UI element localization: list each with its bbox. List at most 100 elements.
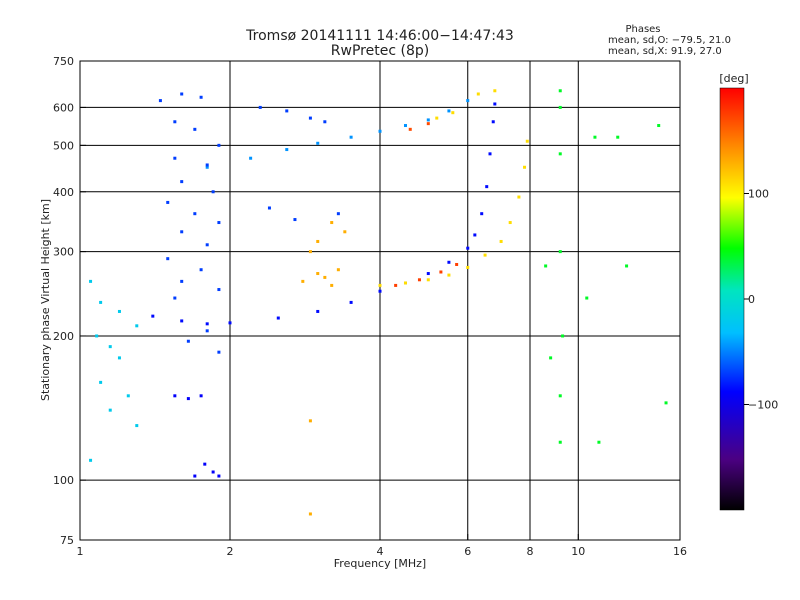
y-tick-label: 100	[53, 474, 74, 487]
data-point	[89, 458, 93, 462]
data-point	[523, 165, 527, 169]
data-point	[480, 212, 484, 216]
data-point	[308, 250, 312, 254]
data-point	[485, 185, 489, 189]
x-tick-label: 8	[527, 545, 534, 558]
data-point	[95, 334, 99, 338]
data-point	[180, 92, 184, 96]
data-point	[616, 135, 620, 139]
data-point	[466, 265, 470, 269]
data-point	[657, 124, 661, 128]
data-point	[211, 190, 215, 194]
data-point	[330, 283, 334, 287]
data-point	[135, 424, 139, 428]
data-point	[217, 474, 221, 478]
data-point	[173, 120, 177, 124]
data-point	[308, 512, 312, 516]
data-point	[166, 200, 170, 204]
data-point	[173, 394, 177, 398]
data-point	[301, 279, 305, 283]
data-point	[99, 380, 103, 384]
data-point	[447, 260, 451, 264]
data-point	[180, 230, 184, 234]
colorbar-tick-label: 0	[748, 293, 755, 306]
data-point	[108, 408, 112, 412]
chart-title: Tromsø 20141111 14:46:00−14:47:43	[245, 28, 514, 44]
data-point	[488, 152, 492, 156]
colorbar-tick-label: 100	[748, 188, 769, 201]
data-point	[203, 462, 207, 466]
data-point	[217, 221, 221, 225]
chart-subtitle: RwPretec (8p)	[331, 43, 429, 59]
data-point	[108, 345, 112, 349]
data-point	[199, 394, 203, 398]
y-tick-label: 500	[53, 139, 74, 152]
y-tick-label: 300	[53, 246, 74, 259]
data-point	[186, 339, 190, 343]
data-point	[483, 253, 487, 257]
data-point	[180, 180, 184, 184]
data-point	[217, 288, 221, 292]
data-point	[417, 278, 421, 282]
x-tick-label: 4	[377, 545, 384, 558]
y-axis-label: Stationary phase Virtual Height [km]	[39, 199, 52, 401]
data-point	[323, 120, 327, 124]
data-point	[205, 165, 209, 169]
y-tick-label: 600	[53, 101, 74, 114]
colorbar-tick-label: −100	[748, 399, 778, 412]
data-point	[117, 309, 121, 313]
data-point	[126, 394, 130, 398]
data-point	[217, 350, 221, 354]
data-point	[193, 212, 197, 216]
stats-line-o: mean, sd,O: −79.5, 21.0	[608, 35, 731, 46]
data-point	[323, 275, 327, 279]
data-point	[597, 440, 601, 444]
data-point	[193, 474, 197, 478]
data-point	[336, 212, 340, 216]
data-point	[558, 105, 562, 109]
data-point	[135, 324, 139, 328]
data-point	[330, 221, 334, 225]
data-point	[99, 300, 103, 304]
data-point	[558, 250, 562, 254]
data-point	[316, 141, 320, 145]
data-point	[276, 316, 280, 320]
data-point	[343, 230, 347, 234]
data-points	[89, 89, 668, 516]
data-point	[205, 163, 209, 167]
data-point	[447, 109, 451, 113]
data-point	[491, 120, 495, 124]
data-point	[439, 270, 443, 274]
data-point	[558, 440, 562, 444]
data-point	[394, 283, 398, 287]
data-point	[186, 397, 190, 401]
data-point	[199, 95, 203, 99]
x-tick-label: 16	[673, 545, 687, 558]
data-point	[426, 272, 430, 276]
data-point	[267, 206, 271, 210]
data-point	[558, 394, 562, 398]
data-point	[517, 195, 521, 199]
data-point	[205, 243, 209, 247]
data-point	[544, 264, 548, 268]
data-point	[625, 264, 629, 268]
data-point	[336, 268, 340, 272]
data-point	[549, 356, 553, 360]
data-point	[426, 122, 430, 126]
data-point	[561, 334, 565, 338]
data-point	[473, 233, 477, 237]
data-point	[466, 99, 470, 103]
x-axis-label: Frequency [MHz]	[334, 557, 426, 570]
data-point	[293, 218, 297, 222]
x-tick-label: 2	[227, 545, 234, 558]
data-point	[151, 314, 155, 318]
y-tick-label: 400	[53, 186, 74, 199]
y-tick-label: 750	[53, 55, 74, 68]
data-point	[435, 116, 439, 120]
data-point	[447, 273, 451, 277]
data-point	[258, 105, 262, 109]
data-point	[378, 129, 382, 133]
data-point	[285, 148, 289, 152]
colorbar-ticks: 100 0 −100	[744, 188, 778, 412]
